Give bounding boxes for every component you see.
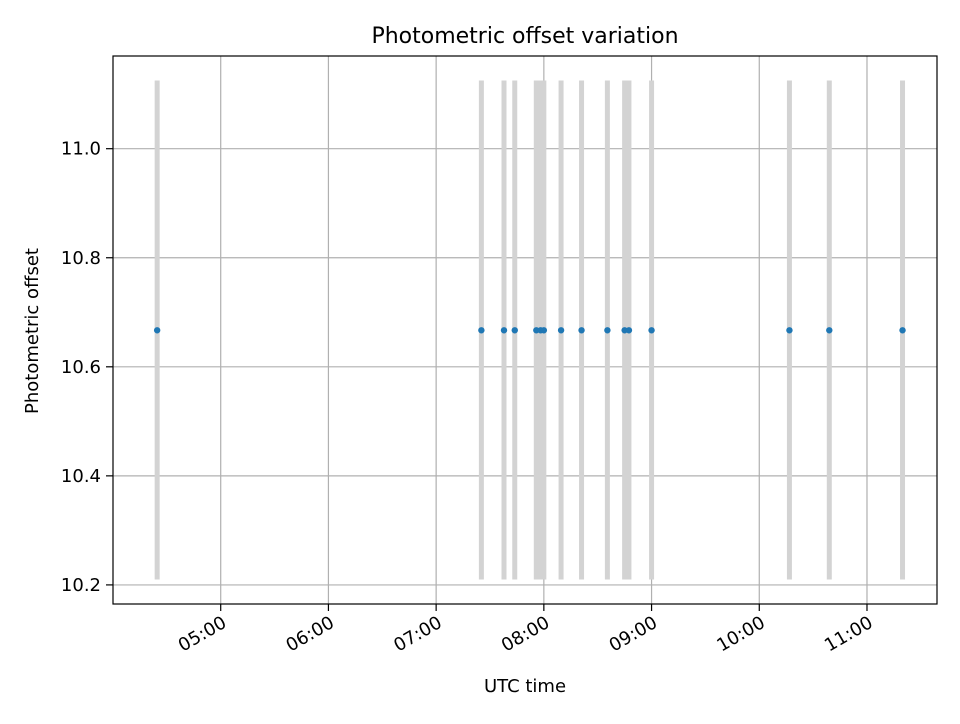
data-point: [540, 327, 548, 334]
y-tick-label: 10.8: [61, 248, 101, 269]
x-tick-label: 10:00: [713, 612, 768, 656]
data-point: [511, 327, 518, 334]
y-axis-label: Photometric offset: [22, 248, 43, 414]
data-point: [557, 327, 565, 334]
plot-frame: [112, 55, 938, 605]
y-axis-ticks: 10.2 10.4 10.6 10.8 11.0: [61, 139, 113, 596]
x-tick-label: 09:00: [606, 612, 661, 656]
grid-lines: [113, 56, 937, 604]
y-tick-label: 10.6: [61, 357, 101, 378]
data-point: [648, 327, 655, 334]
data-point: [478, 327, 485, 334]
data-point: [826, 327, 833, 334]
x-tick-label: 08:00: [498, 612, 553, 656]
chart-title: Photometric offset variation: [371, 24, 678, 49]
x-axis-label: UTC time: [484, 676, 566, 697]
x-tick-label: 11:00: [821, 612, 876, 656]
data-point: [153, 327, 161, 334]
data-point: [899, 327, 906, 334]
y-tick-label: 11.0: [61, 139, 101, 160]
data-point: [578, 327, 585, 334]
data-points: [153, 327, 906, 334]
data-point: [625, 327, 633, 334]
x-axis-ticks: 05:00 06:00 07:00 08:00 09:00 10:00 11:00: [175, 604, 876, 656]
data-point: [604, 327, 611, 334]
y-tick-label: 10.2: [61, 575, 101, 596]
data-point: [786, 327, 793, 334]
y-tick-label: 10.4: [61, 466, 101, 487]
x-tick-label: 06:00: [282, 612, 337, 656]
data-point: [500, 327, 508, 334]
x-tick-label: 07:00: [390, 612, 445, 656]
x-tick-label: 05:00: [175, 612, 230, 656]
